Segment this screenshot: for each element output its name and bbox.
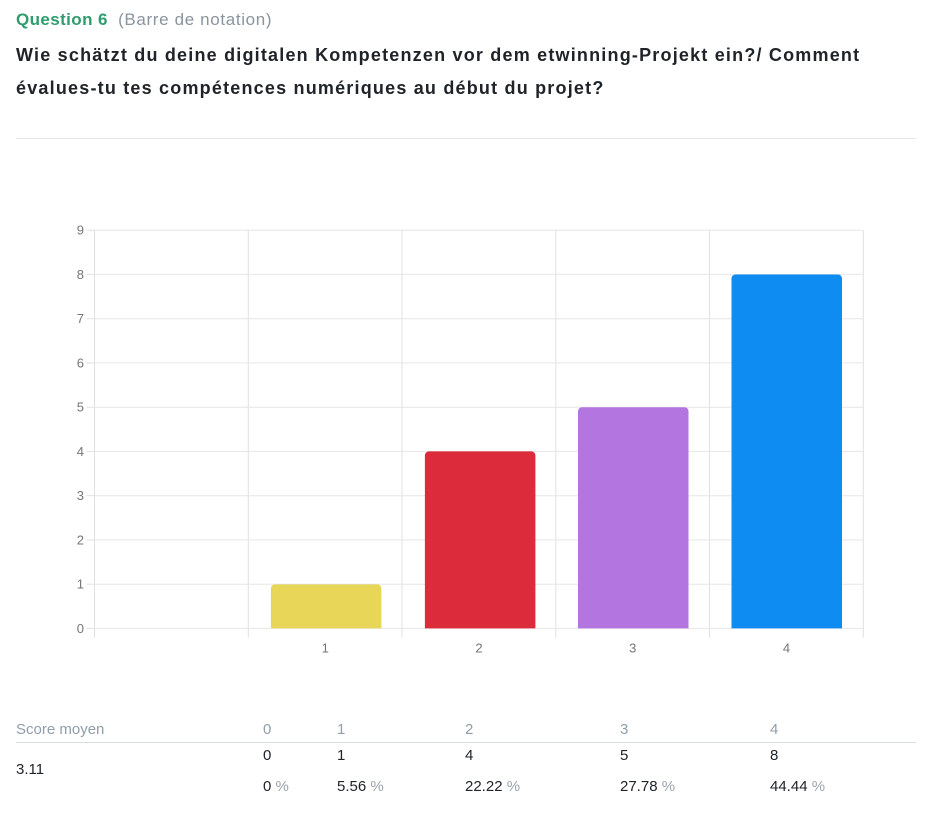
svg-text:2: 2 bbox=[77, 532, 84, 547]
svg-text:6: 6 bbox=[77, 355, 84, 370]
svg-text:3: 3 bbox=[77, 488, 84, 503]
svg-text:9: 9 bbox=[77, 223, 84, 238]
svg-text:8: 8 bbox=[77, 267, 84, 282]
svg-text:2: 2 bbox=[475, 641, 482, 656]
svg-text:4: 4 bbox=[77, 444, 84, 459]
svg-text:3: 3 bbox=[629, 641, 636, 656]
svg-text:5: 5 bbox=[77, 400, 84, 415]
svg-text:1: 1 bbox=[77, 577, 84, 592]
svg-text:0: 0 bbox=[77, 621, 84, 636]
svg-text:1: 1 bbox=[322, 641, 329, 656]
svg-text:7: 7 bbox=[77, 311, 84, 326]
svg-text:4: 4 bbox=[783, 641, 790, 656]
